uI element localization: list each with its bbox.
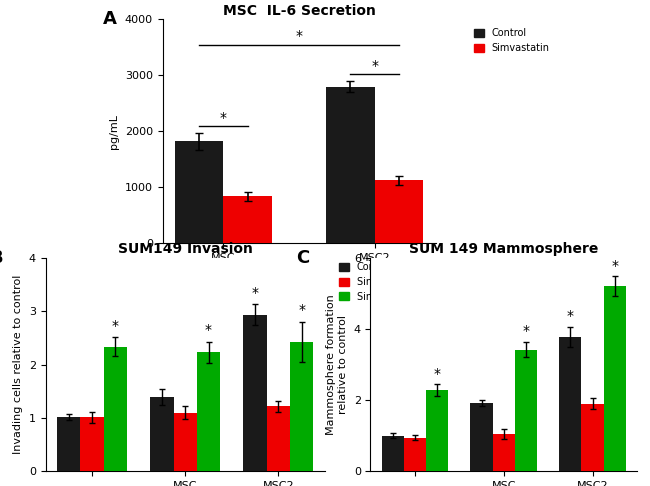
Bar — [150, 397, 174, 471]
Text: *: * — [205, 323, 212, 337]
Title: MSC  IL-6 Secretion: MSC IL-6 Secretion — [222, 4, 376, 18]
Text: A: A — [103, 11, 116, 29]
Y-axis label: pg/mL: pg/mL — [109, 114, 119, 149]
Text: *: * — [523, 324, 530, 338]
Bar — [175, 141, 224, 243]
Bar — [604, 286, 626, 471]
Bar — [374, 180, 423, 243]
Text: C: C — [296, 249, 309, 267]
Text: *: * — [434, 367, 441, 381]
Text: *: * — [296, 30, 302, 43]
Text: *: * — [298, 303, 306, 317]
Legend: Control, Simvastatin: Control, Simvastatin — [470, 24, 554, 57]
Bar — [582, 404, 604, 471]
Bar — [382, 436, 404, 471]
Title: SUM149 Invasion: SUM149 Invasion — [118, 243, 253, 257]
Title: SUM 149 Mammosphere: SUM 149 Mammosphere — [409, 243, 599, 257]
Y-axis label: Invading cells relative to control: Invading cells relative to control — [13, 275, 23, 454]
Text: *: * — [611, 259, 618, 273]
Bar — [559, 337, 582, 471]
Legend: Control, Simvastatin (2.5 μM), Simvastatin + IL-6 (3 ng/mL): Control, Simvastatin (2.5 μM), Simvastat… — [335, 258, 502, 306]
Bar — [266, 406, 290, 471]
Bar — [197, 352, 220, 471]
Bar — [493, 434, 515, 471]
Text: *: * — [112, 319, 119, 333]
Bar — [81, 417, 104, 471]
Text: *: * — [371, 59, 378, 73]
Bar — [404, 437, 426, 471]
Bar — [515, 349, 537, 471]
Bar — [471, 403, 493, 471]
Bar — [426, 390, 448, 471]
Bar — [244, 315, 266, 471]
Bar — [57, 417, 81, 471]
Bar — [290, 342, 313, 471]
Bar — [224, 196, 272, 243]
Text: B: B — [0, 249, 3, 267]
Bar — [104, 347, 127, 471]
Bar — [174, 413, 197, 471]
Y-axis label: Mammosphere formation
relative to control: Mammosphere formation relative to contro… — [326, 294, 348, 435]
Text: *: * — [252, 286, 259, 300]
Bar — [326, 87, 374, 243]
Text: *: * — [567, 309, 574, 323]
Text: *: * — [220, 111, 227, 125]
